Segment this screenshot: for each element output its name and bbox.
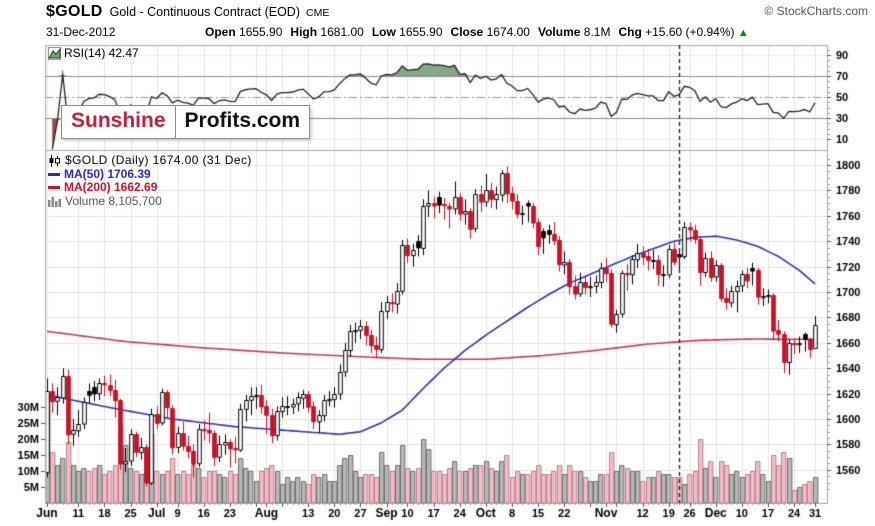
candlestick-icon bbox=[49, 154, 60, 167]
close-field: Close 1674.00 bbox=[450, 25, 530, 39]
stockcharts-copyright: © StockCharts.com bbox=[764, 4, 868, 18]
price-legend-title: $GOLD (Daily) 1674.00 (31 Dec) bbox=[65, 153, 252, 167]
open-field: Open 1655.90 bbox=[205, 25, 283, 39]
volume-bars-icon bbox=[48, 196, 61, 207]
up-triangle-icon: ▲ bbox=[737, 27, 749, 39]
chart-header: $GOLD Gold - Continuous Contract (EOD) CME bbox=[46, 3, 329, 21]
ma200-legend-text: MA(200) 1662.69 bbox=[64, 180, 158, 194]
quote-date: 31-Dec-2012 bbox=[46, 25, 116, 39]
exchange-label: CME bbox=[305, 7, 330, 19]
rsi-legend-text: RSI(14) 42.47 bbox=[64, 46, 139, 60]
high-field: High 1681.00 bbox=[290, 25, 364, 39]
logo-profits: Profits.com bbox=[174, 105, 311, 139]
logo-sunshine: Sunshine bbox=[61, 105, 175, 139]
ma200-line-swatch bbox=[48, 186, 60, 190]
ticker-symbol: $GOLD bbox=[46, 3, 103, 20]
ma50-legend-text: MA(50) 1706.39 bbox=[64, 166, 151, 181]
volume-field: Volume 8.1M bbox=[537, 25, 611, 39]
sunshine-profits-logo: Sunshine Profits.com bbox=[61, 105, 311, 139]
low-field: Low 1655.90 bbox=[371, 25, 443, 39]
rsi-legend: RSI(14) 42.47 bbox=[48, 46, 139, 60]
ma50-line-swatch bbox=[48, 172, 60, 176]
volume-legend-text: Volume 8,105,700 bbox=[65, 193, 162, 208]
change-field: Chg +15.60 (+0.94%) ▲ bbox=[618, 25, 749, 39]
price-legend: $GOLD (Daily) 1674.00 (31 Dec) MA(50) 17… bbox=[48, 153, 252, 208]
quote-row: Open 1655.90 High 1681.00 Low 1655.90 Cl… bbox=[205, 25, 749, 39]
rsi-chart-icon bbox=[48, 46, 61, 60]
ticker-description: Gold - Continuous Contract (EOD) bbox=[109, 5, 300, 19]
